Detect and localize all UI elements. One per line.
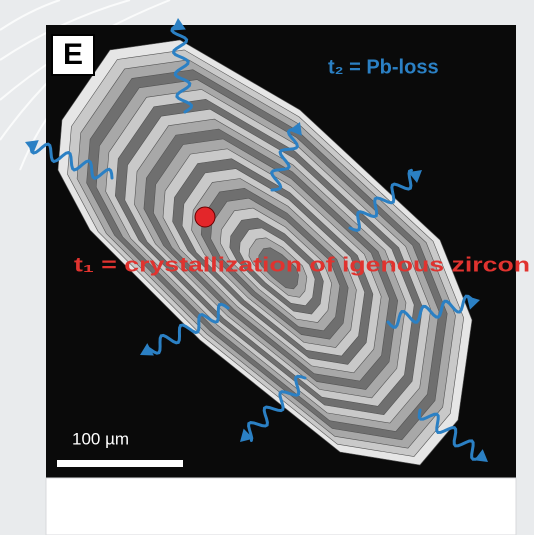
scale-bar [57, 460, 183, 467]
spot [195, 207, 215, 227]
page: {"panel": {"letter": "E", "pb_loss_label… [0, 0, 534, 535]
caption-box [46, 478, 516, 535]
figure: E t₂ = Pb-loss t₁ = crystallization of i… [0, 0, 534, 535]
crystallization-label: t₁ = crystallization of igenous zircon [74, 254, 530, 276]
panel-letter: E [63, 38, 83, 71]
scale-label: 100 µm [72, 429, 129, 448]
arrow-head [172, 18, 186, 30]
pb-loss-label: t₂ = Pb-loss [328, 56, 439, 78]
